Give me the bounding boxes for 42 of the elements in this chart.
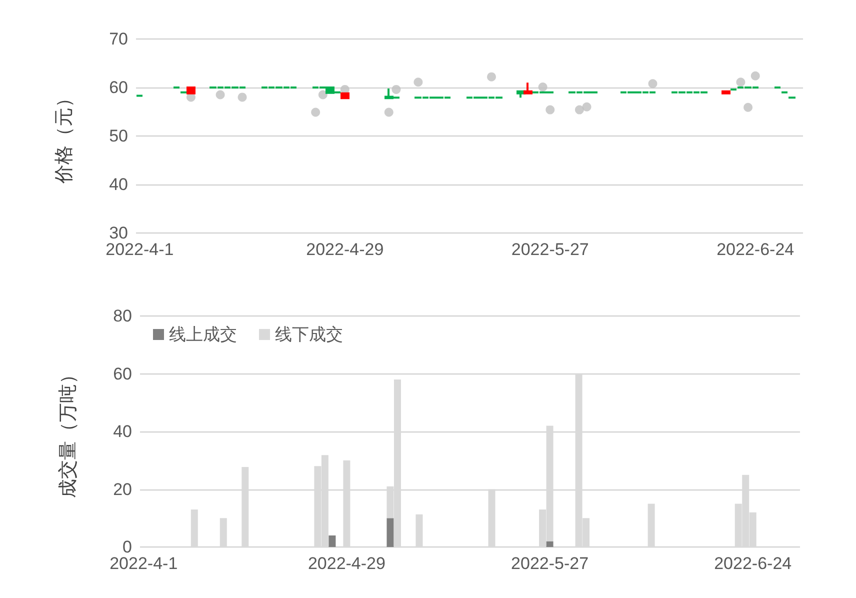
bar bbox=[386, 518, 394, 547]
y-tick-label: 40 bbox=[113, 422, 132, 441]
x-tick-label: 2022-4-1 bbox=[110, 554, 178, 573]
point bbox=[318, 90, 328, 100]
x-tick-label: 2022-4-29 bbox=[306, 240, 384, 259]
point bbox=[487, 72, 496, 82]
y-tick-label: 70 bbox=[109, 30, 128, 48]
point bbox=[392, 84, 401, 94]
point bbox=[744, 102, 753, 112]
x-tick-label: 2022-6-24 bbox=[714, 554, 792, 573]
bar bbox=[328, 535, 336, 547]
point bbox=[582, 102, 592, 112]
bar bbox=[546, 541, 554, 547]
point bbox=[574, 105, 584, 114]
x-tick-label: 2022-5-27 bbox=[511, 240, 589, 259]
y-tick-label: 80 bbox=[113, 306, 132, 326]
point bbox=[750, 71, 760, 80]
x-tick-label: 2022-6-24 bbox=[716, 240, 794, 259]
point bbox=[238, 92, 247, 102]
y-axis-title: 价格（元） bbox=[54, 88, 75, 184]
y-tick-label: 40 bbox=[109, 175, 128, 194]
point bbox=[384, 108, 394, 117]
point bbox=[648, 79, 658, 88]
candlestick bbox=[722, 90, 730, 94]
candlestick bbox=[524, 82, 532, 94]
y-tick-label: 30 bbox=[109, 224, 128, 242]
legend-label: 线上成交 bbox=[169, 325, 237, 344]
y-tick-label: 20 bbox=[113, 480, 132, 499]
point bbox=[546, 105, 555, 114]
legend-label: 线下成交 bbox=[275, 325, 343, 344]
point bbox=[414, 78, 423, 87]
y-tick-label: 60 bbox=[109, 78, 128, 97]
point bbox=[311, 108, 320, 117]
x-tick-label: 2022-5-27 bbox=[511, 554, 589, 573]
y-axis-title: 成交量（万吨） bbox=[57, 365, 79, 498]
point bbox=[216, 90, 225, 100]
y-tick-label: 60 bbox=[113, 364, 132, 384]
x-tick-label: 2022-4-1 bbox=[106, 240, 174, 259]
x-tick-label: 2022-4-29 bbox=[308, 554, 386, 573]
y-tick-label: 50 bbox=[109, 126, 128, 146]
candlestick bbox=[516, 90, 526, 99]
y-tick-label: 0 bbox=[122, 538, 132, 556]
